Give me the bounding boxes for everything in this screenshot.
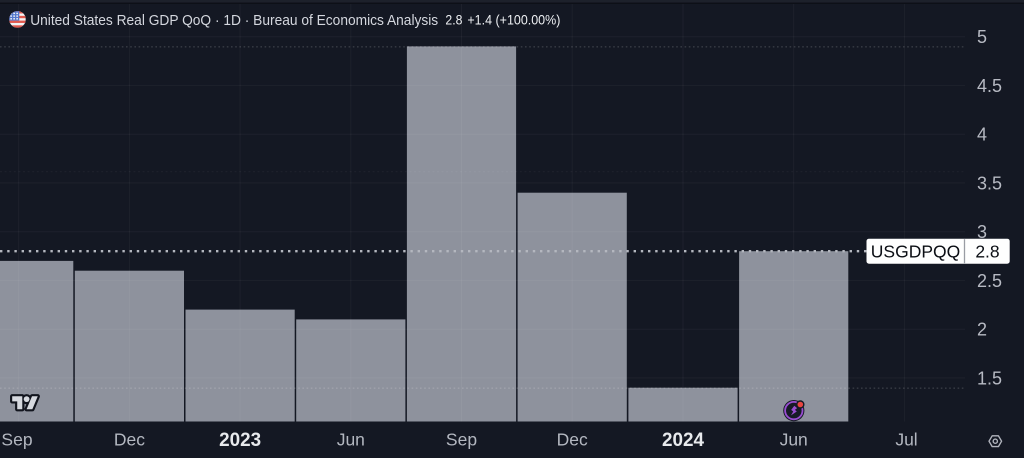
svg-text:4: 4 <box>977 125 987 145</box>
svg-text:3.5: 3.5 <box>977 173 1002 193</box>
svg-text:Jun: Jun <box>337 430 365 450</box>
svg-text:Jun: Jun <box>780 430 808 450</box>
svg-text:3: 3 <box>977 222 987 242</box>
svg-text:2.8: 2.8 <box>445 13 462 28</box>
svg-text:5: 5 <box>977 27 987 47</box>
svg-text:United States Real GDP QoQ · 1: United States Real GDP QoQ · 1D · Bureau… <box>30 12 438 29</box>
svg-text:Dec: Dec <box>114 430 145 450</box>
svg-text:Sep: Sep <box>1 430 32 450</box>
svg-text:2.5: 2.5 <box>977 271 1002 291</box>
svg-text:4.5: 4.5 <box>977 76 1002 96</box>
svg-text:1.5: 1.5 <box>977 368 1002 388</box>
svg-text:USGDPQQ: USGDPQQ <box>871 242 960 262</box>
svg-text:Jul: Jul <box>895 430 917 450</box>
svg-text:+1.4 (+100.00%): +1.4 (+100.00%) <box>467 13 560 28</box>
svg-text:2024: 2024 <box>662 429 704 451</box>
svg-text:2023: 2023 <box>219 429 261 451</box>
svg-text:Sep: Sep <box>446 430 477 450</box>
svg-text:2.8: 2.8 <box>975 242 999 262</box>
svg-text:2: 2 <box>977 320 987 340</box>
svg-text:Dec: Dec <box>557 430 588 450</box>
